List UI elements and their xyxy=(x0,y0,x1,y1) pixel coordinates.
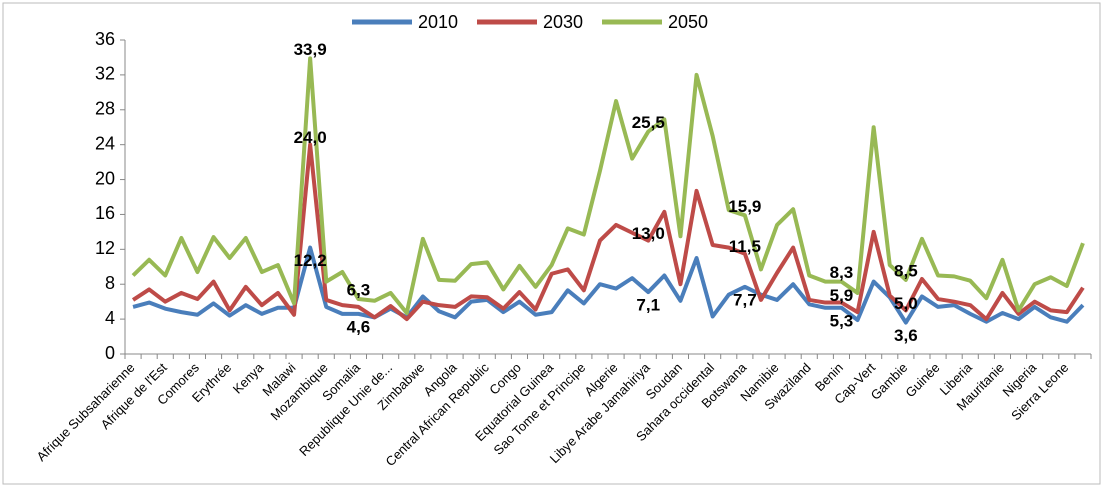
value-label: 7,1 xyxy=(636,296,660,315)
value-label: 4,6 xyxy=(347,317,371,336)
value-label: 12,2 xyxy=(294,251,327,270)
value-label: 24,0 xyxy=(294,128,327,147)
value-label: 7,7 xyxy=(733,290,757,309)
value-label: 25,5 xyxy=(632,113,665,132)
y-tick-label: 16 xyxy=(95,203,115,223)
value-label: 8,3 xyxy=(830,263,854,282)
value-label: 5,0 xyxy=(894,294,918,313)
y-tick-label: 12 xyxy=(95,238,115,258)
value-label: 33,9 xyxy=(294,40,327,59)
y-tick-label: 20 xyxy=(95,168,115,188)
series-line xyxy=(131,56,1085,316)
value-label: 15,9 xyxy=(728,197,761,216)
y-tick-label: 0 xyxy=(105,343,115,363)
value-label: 5,3 xyxy=(830,311,854,330)
y-tick-label: 28 xyxy=(95,99,115,119)
y-tick-label: 4 xyxy=(105,308,115,328)
value-label: 11,5 xyxy=(729,237,761,256)
y-tick-label: 8 xyxy=(105,273,115,293)
legend-label: 2050 xyxy=(668,12,708,32)
value-label: 13,0 xyxy=(632,224,665,243)
value-label: 8,5 xyxy=(894,261,918,280)
legend-label: 2010 xyxy=(418,12,458,32)
y-tick-label: 24 xyxy=(95,133,115,153)
value-label: 5,9 xyxy=(830,286,854,305)
value-label: 3,6 xyxy=(894,326,918,345)
y-tick-label: 32 xyxy=(95,64,115,84)
series-line xyxy=(131,142,1085,322)
legend-label: 2030 xyxy=(543,12,583,32)
value-label: 6,3 xyxy=(347,281,371,300)
y-tick-label: 36 xyxy=(95,29,115,49)
